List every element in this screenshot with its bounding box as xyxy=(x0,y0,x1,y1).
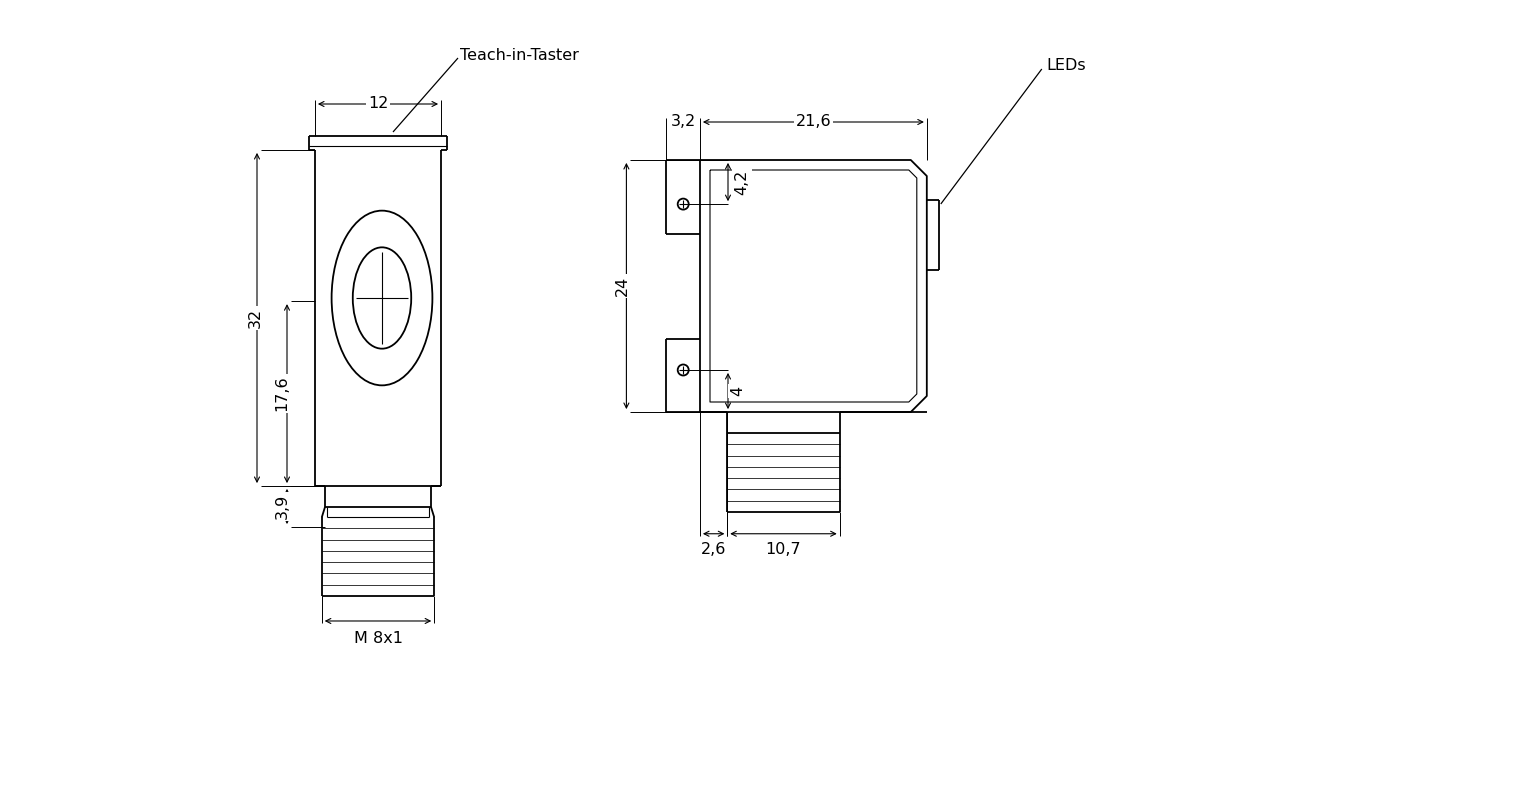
Text: 3,2: 3,2 xyxy=(671,114,696,130)
Text: 17,6: 17,6 xyxy=(275,376,289,412)
Text: 4,2: 4,2 xyxy=(734,169,750,195)
Text: 2,6: 2,6 xyxy=(700,542,727,557)
Text: 4: 4 xyxy=(731,386,745,396)
Text: Teach-in-Taster: Teach-in-Taster xyxy=(459,48,579,64)
Text: 3,9: 3,9 xyxy=(275,494,289,519)
Text: 24: 24 xyxy=(614,276,630,296)
Text: M 8x1: M 8x1 xyxy=(353,631,402,646)
Text: 10,7: 10,7 xyxy=(765,542,802,557)
Text: 21,6: 21,6 xyxy=(796,114,831,130)
Text: LEDs: LEDs xyxy=(1048,57,1086,72)
Text: 12: 12 xyxy=(367,96,389,111)
Text: 32: 32 xyxy=(247,308,263,328)
